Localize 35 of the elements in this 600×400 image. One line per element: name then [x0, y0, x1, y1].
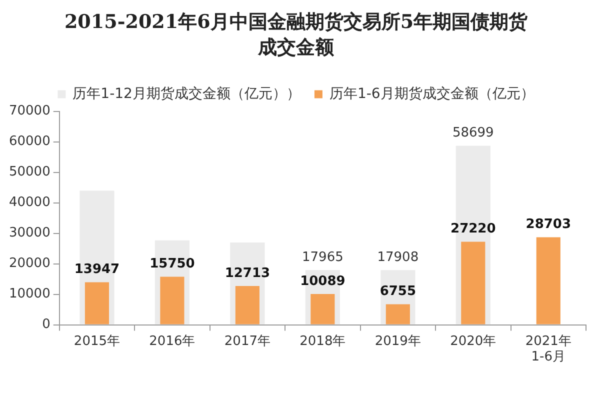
data-label: 28703 — [526, 217, 571, 232]
x-tick-label: 2018年 — [300, 334, 346, 349]
data-label: 58699 — [452, 126, 494, 141]
bar — [461, 242, 486, 324]
data-label: 13947 — [74, 262, 120, 278]
data-label: 10089 — [300, 274, 346, 289]
data-label: 27220 — [450, 222, 496, 237]
data-label: 6755 — [380, 284, 416, 300]
y-tick-label: 10000 — [8, 286, 50, 302]
x-tick-label: 2016年 — [149, 334, 196, 349]
y-tick-label: 0 — [42, 317, 50, 332]
bar — [310, 294, 335, 324]
x-tick-label: 2021年 1-6月 — [525, 334, 572, 365]
data-label: 15750 — [150, 256, 195, 272]
y-tick-label: 70000 — [8, 104, 50, 119]
y-tick-label: 40000 — [8, 195, 50, 210]
x-tick-label: 2020年 — [450, 334, 496, 349]
data-label: 12713 — [224, 266, 270, 281]
x-tick-label: 2017年 — [224, 334, 270, 349]
y-tick-label: 50000 — [8, 164, 50, 180]
x-tick-label: 2019年 — [374, 334, 421, 349]
data-label: 17965 — [302, 250, 344, 265]
y-tick-label: 20000 — [8, 256, 50, 272]
bar — [536, 237, 560, 324]
y-tick-label: 60000 — [8, 134, 50, 150]
x-tick-label: 2015年 — [74, 334, 120, 349]
bar — [386, 304, 410, 324]
legend-label: 历年1-12月期货成交金额（亿元）） — [72, 86, 300, 102]
legend-label: 历年1-6月期货成交金额（亿元） — [329, 86, 534, 102]
bar — [160, 276, 184, 324]
chart-title: 2015-2021年6月中国金融期货交易所5年期国债期货成交金额 — [64, 10, 529, 58]
data-label: 17908 — [377, 250, 419, 266]
bar — [84, 282, 110, 324]
bar — [235, 286, 260, 324]
y-tick-label: 30000 — [8, 226, 50, 241]
